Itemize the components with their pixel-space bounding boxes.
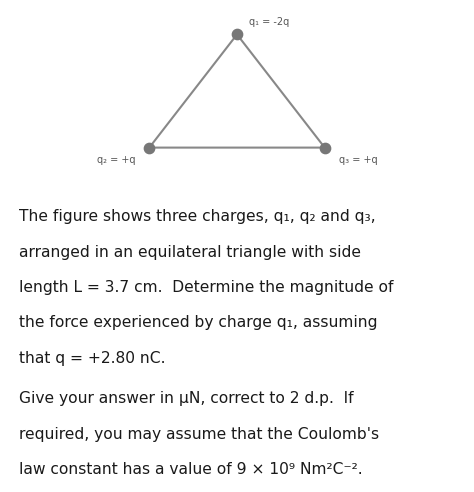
Point	[146, 144, 153, 152]
Point	[321, 144, 328, 152]
Text: Give your answer in μN, correct to 2 d.p.  If: Give your answer in μN, correct to 2 d.p…	[19, 391, 354, 406]
Text: length L = 3.7 cm.  Determine the magnitude of: length L = 3.7 cm. Determine the magnitu…	[19, 280, 393, 295]
Text: the force experienced by charge q₁, assuming: the force experienced by charge q₁, assu…	[19, 315, 377, 330]
Text: required, you may assume that the Coulomb's: required, you may assume that the Coulom…	[19, 427, 379, 441]
Text: that q = +2.80 nC.: that q = +2.80 nC.	[19, 351, 165, 366]
Point	[233, 31, 241, 38]
Text: The figure shows three charges, q₁, q₂ and q₃,: The figure shows three charges, q₁, q₂ a…	[19, 209, 375, 224]
Text: arranged in an equilateral triangle with side: arranged in an equilateral triangle with…	[19, 245, 361, 259]
Text: q₃ = +q: q₃ = +q	[338, 155, 377, 165]
Text: q₁ = -2q: q₁ = -2q	[249, 17, 289, 27]
Text: law constant has a value of 9 × 10⁹ Nm²C⁻².: law constant has a value of 9 × 10⁹ Nm²C…	[19, 462, 363, 477]
Text: q₂ = +q: q₂ = +q	[97, 155, 136, 165]
